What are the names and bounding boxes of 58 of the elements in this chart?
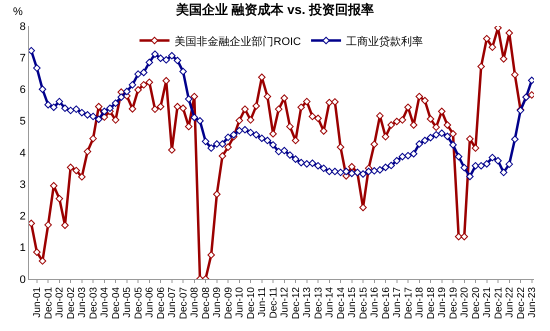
x-tick-label: Jun-07 <box>167 286 178 318</box>
x-tick-label: Jun-11 <box>257 286 268 317</box>
x-tick-label: Dec-07 <box>178 286 190 320</box>
x-tick-label: Dec-21 <box>493 286 504 320</box>
x-tick-label: Jun-04 <box>100 286 111 318</box>
x-tick-label: Jun-12 <box>280 286 291 318</box>
x-tick-label: Dec-17 <box>403 286 414 320</box>
x-tick-label: Dec-08 <box>200 286 212 320</box>
x-tick-label: Jun-20 <box>460 286 471 318</box>
y-tick-label: 3 <box>20 178 26 191</box>
x-tick-label: Jun-14 <box>324 286 336 318</box>
x-tick-label: Dec-11 <box>268 286 280 318</box>
x-tick-label: Dec-05 <box>133 286 144 320</box>
x-tick-label: Jun-06 <box>144 286 156 318</box>
y-tick-label: 8 <box>20 20 26 33</box>
x-tick-label: Jun-17 <box>392 286 404 318</box>
x-tick-label: Dec-20 <box>470 286 482 320</box>
y-tick-label: 2 <box>20 210 26 223</box>
x-tick-label: Jun-02 <box>54 286 66 318</box>
x-tick-label: Dec-09 <box>223 286 234 320</box>
x-tick-label: Jun-03 <box>77 286 88 318</box>
x-tick-label: Dec-12 <box>290 286 302 320</box>
x-tick-label: Dec-16 <box>380 286 392 320</box>
x-tick-label: Jun-22 <box>504 286 516 318</box>
y-tick-label: 5 <box>20 116 26 128</box>
x-tick-label: Dec-13 <box>313 286 324 320</box>
y-axis-title: % <box>13 6 23 18</box>
x-tick-label: Jun-18 <box>414 286 426 318</box>
x-tick-label: Jun-08 <box>190 286 201 318</box>
x-tick-label: Dec-22 <box>516 286 527 320</box>
legend-label: 美国非金融企业部门ROIC <box>174 34 302 48</box>
x-tick-label: Dec-04 <box>110 286 122 320</box>
y-tick-label: 1 <box>20 242 26 254</box>
x-tick-label: Dec-03 <box>88 286 100 320</box>
x-tick-label: Dec-01 <box>43 286 54 320</box>
x-tick-label: Dec-10 <box>246 286 257 320</box>
legend-label: 工商业贷款利率 <box>346 34 424 48</box>
x-tick-label: Dec-15 <box>358 286 370 320</box>
x-tick-label: Jun-05 <box>122 286 134 318</box>
x-tick-label: Jun-15 <box>347 286 358 318</box>
x-tick-label: Dec-19 <box>448 286 460 320</box>
x-tick-label: Dec-18 <box>426 286 437 320</box>
x-tick-label: Jun-10 <box>234 286 246 318</box>
y-tick-label: 4 <box>20 147 26 160</box>
x-tick-label: Jun-21 <box>482 286 494 318</box>
x-tick-label: Jun-01 <box>32 286 44 318</box>
x-tick-label: Jun-13 <box>302 286 314 318</box>
x-tick-label: Dec-06 <box>156 286 167 320</box>
x-tick-label: Jun-09 <box>212 286 224 318</box>
x-tick-label: Dec-02 <box>66 286 77 320</box>
y-tick-label: 0 <box>20 274 26 286</box>
chart-title: 美国企业 融资成本 vs. 投资回报率 <box>175 2 374 18</box>
x-tick-label: Jun-16 <box>370 286 381 318</box>
x-tick-label: Jun-19 <box>437 286 448 318</box>
y-tick-label: 6 <box>20 84 26 96</box>
x-tick-label: Dec-14 <box>336 286 347 320</box>
x-tick-label: Jun-23 <box>527 286 538 318</box>
y-tick-label: 7 <box>20 52 26 64</box>
